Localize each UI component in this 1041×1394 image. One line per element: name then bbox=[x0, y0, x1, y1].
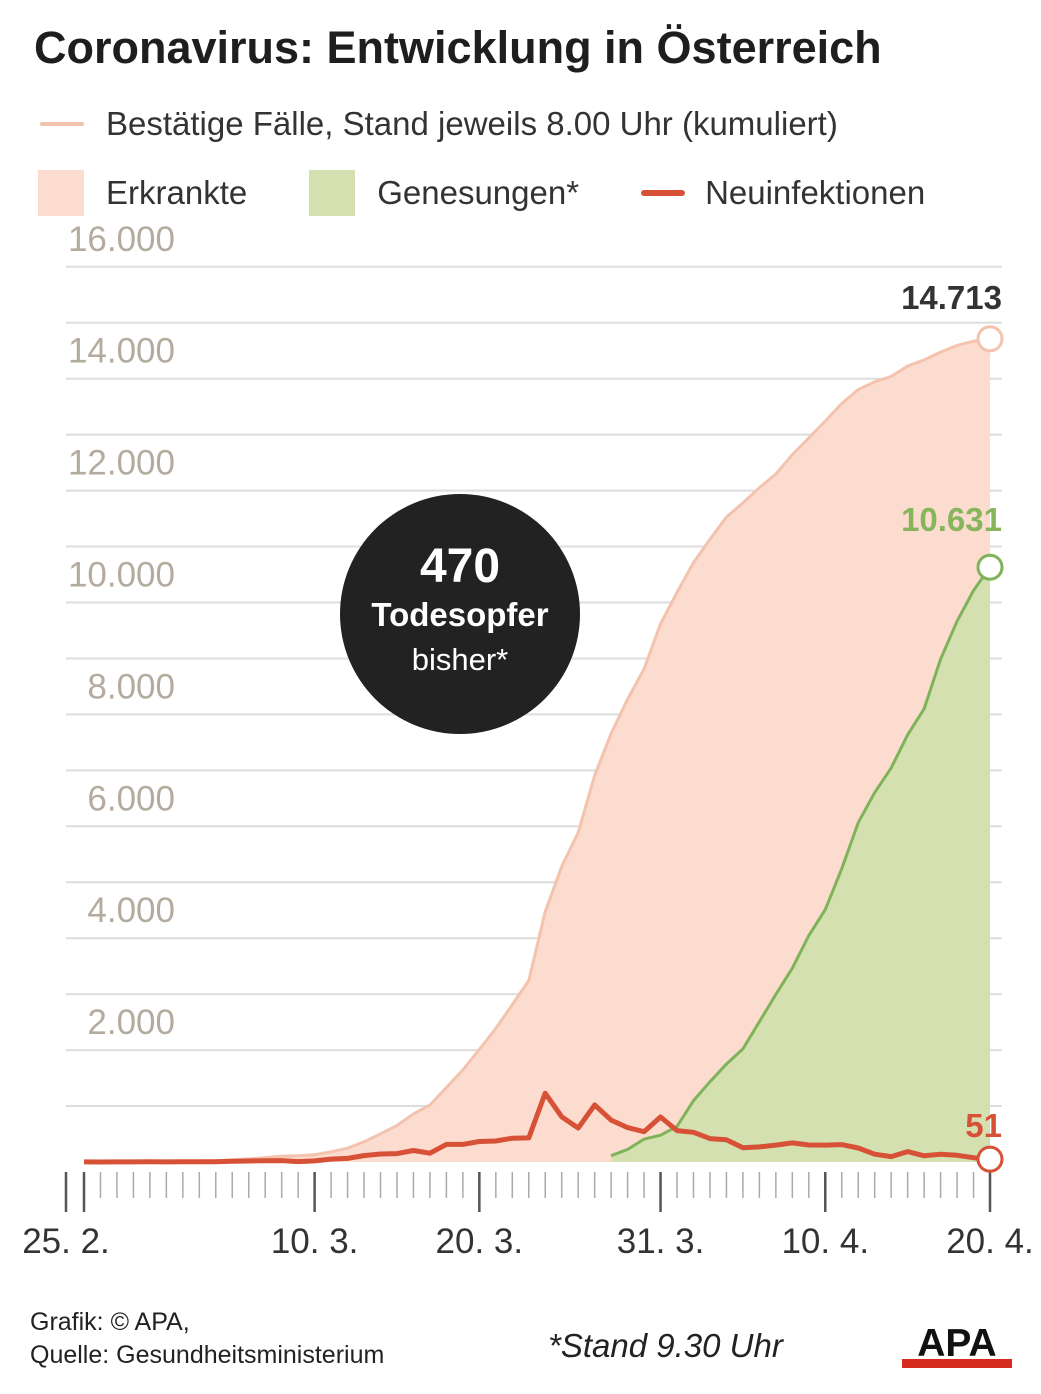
confirmed-end-marker bbox=[976, 325, 1004, 353]
y-tick-label: 10.000 bbox=[68, 556, 175, 595]
deaths-count: 470 bbox=[420, 540, 500, 593]
legend-ill-label: Erkrankte bbox=[106, 174, 248, 211]
x-tick-label: 10. 3. bbox=[271, 1222, 359, 1261]
y-tick-label: 16.000 bbox=[68, 220, 175, 259]
source-text: Quelle: Gesundheitsministerium bbox=[30, 1341, 385, 1369]
chart-title: Coronavirus: Entwicklung in Österreich bbox=[34, 22, 882, 73]
deaths-badge-circle bbox=[340, 494, 580, 734]
legend-series: Erkrankte Genesungen* Neuinfektionen bbox=[38, 168, 925, 218]
new-infections-end-label: 51 bbox=[965, 1107, 1002, 1144]
x-tick-label: 31. 3. bbox=[617, 1222, 705, 1261]
deaths-note: bisher* bbox=[412, 642, 509, 677]
apa-logo-text: APA bbox=[917, 1322, 996, 1365]
y-tick-label: 12.000 bbox=[68, 444, 175, 483]
series-areas bbox=[83, 337, 992, 1165]
legend-recovered-label: Genesungen* bbox=[377, 174, 580, 211]
confirmed-end-label: 14.713 bbox=[901, 279, 1002, 316]
recovered-area bbox=[611, 567, 990, 1162]
chart-area: 2.000 4.000 6.000 8.000 10.000 12.000 14.000 16… bbox=[22, 220, 1034, 1261]
apa-logo: APA bbox=[902, 1322, 1012, 1368]
x-tick-label: 20. 4. bbox=[946, 1222, 1034, 1261]
x-tick-label: 25. 2. bbox=[22, 1222, 110, 1261]
legend-recovered-swatch bbox=[309, 170, 356, 216]
legend-confirmed-line-swatch bbox=[40, 122, 84, 126]
new-infections-end-marker bbox=[976, 1145, 1004, 1173]
y-tick-label: 6.000 bbox=[87, 779, 175, 818]
y-tick-label: 8.000 bbox=[87, 667, 175, 706]
x-tick-label: 20. 3. bbox=[436, 1222, 524, 1261]
end-markers: 14.713 10.631 51 bbox=[901, 279, 1004, 1173]
legend-confirmed: Bestätige Fälle, Stand jeweils 8.00 Uhr … bbox=[40, 104, 838, 144]
legend-ill-swatch bbox=[38, 170, 84, 216]
y-tick-label: 2.000 bbox=[87, 1003, 175, 1042]
x-axis: 25. 2. 10. 3. 20. 3. 31. 3. 10. 4. 20. 4. bbox=[22, 1172, 1034, 1261]
confirmed-area bbox=[84, 338, 990, 1162]
new-infections-line bbox=[83, 1090, 991, 1165]
legend-new-label: Neuinfektionen bbox=[705, 174, 926, 211]
apa-logo-bar bbox=[902, 1359, 1012, 1368]
recovered-end-marker bbox=[976, 553, 1004, 581]
y-tick-label: 14.000 bbox=[68, 332, 175, 371]
credit-text: Grafik: © APA, bbox=[30, 1308, 190, 1336]
y-tick-label: 4.000 bbox=[87, 891, 175, 930]
deaths-label: Todesopfer bbox=[371, 596, 548, 633]
y-axis-labels: 2.000 4.000 6.000 8.000 10.000 12.000 14.000 16… bbox=[68, 220, 175, 1042]
x-tick-label: 10. 4. bbox=[781, 1222, 869, 1261]
footer-credits: Grafik: © APA, Quelle: Gesundheitsminist… bbox=[30, 1306, 384, 1372]
deaths-badge: 470 Todesopfer bisher* bbox=[340, 494, 580, 734]
footnote: *Stand 9.30 Uhr bbox=[548, 1327, 783, 1364]
legend-confirmed-label: Bestätige Fälle, Stand jeweils 8.00 Uhr … bbox=[106, 105, 838, 142]
recovered-end-label: 10.631 bbox=[901, 501, 1002, 538]
legend-new-swatch bbox=[641, 190, 686, 196]
